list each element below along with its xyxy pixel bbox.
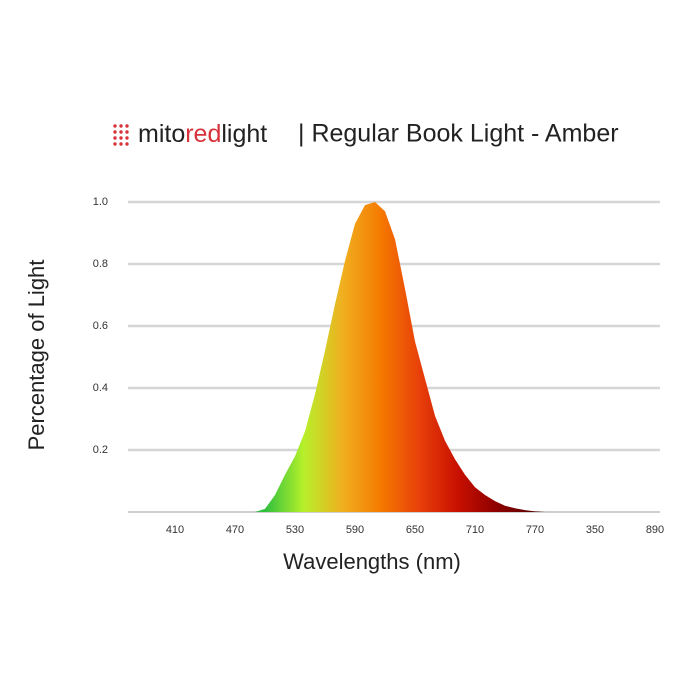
x-tick-label: 350 (586, 524, 604, 536)
x-tick-label: 530 (286, 524, 304, 536)
logo-icon (113, 124, 129, 146)
logo-dot (119, 130, 123, 134)
spectrum-area (135, 202, 655, 512)
logo-dot (113, 136, 117, 140)
y-tick-label: 0.8 (93, 258, 108, 270)
x-tick-label: 770 (526, 524, 544, 536)
logo-dot (119, 142, 123, 146)
y-tick-label: 1.0 (93, 196, 108, 208)
logo-dot (125, 130, 129, 134)
y-tick-label: 0.2 (93, 444, 108, 456)
x-tick-label: 590 (346, 524, 364, 536)
x-axis-label: Wavelengths (nm) (283, 549, 461, 574)
brand-part: mito (138, 120, 185, 148)
logo-dot (113, 124, 117, 128)
logo-dot (119, 124, 123, 128)
brand: mitoredlight (138, 120, 267, 148)
x-tick-label: 410 (166, 524, 184, 536)
y-axis-label: Percentage of Light (24, 260, 49, 451)
brand-part: red (185, 120, 221, 148)
x-tick-label: 890 (646, 524, 664, 536)
y-tick-label: 0.4 (93, 382, 108, 394)
logo-dot (125, 136, 129, 140)
x-tick-label: 650 (406, 524, 424, 536)
logo-dot (125, 142, 129, 146)
chart-title: | Regular Book Light - Amber (298, 120, 619, 148)
y-tick-label: 0.6 (93, 320, 108, 332)
logo-dot (125, 124, 129, 128)
x-tick-label: 470 (226, 524, 244, 536)
logo-dot (113, 142, 117, 146)
logo-dot (113, 130, 117, 134)
brand-part: light (221, 120, 267, 148)
logo-dot (119, 136, 123, 140)
x-tick-label: 710 (466, 524, 484, 536)
